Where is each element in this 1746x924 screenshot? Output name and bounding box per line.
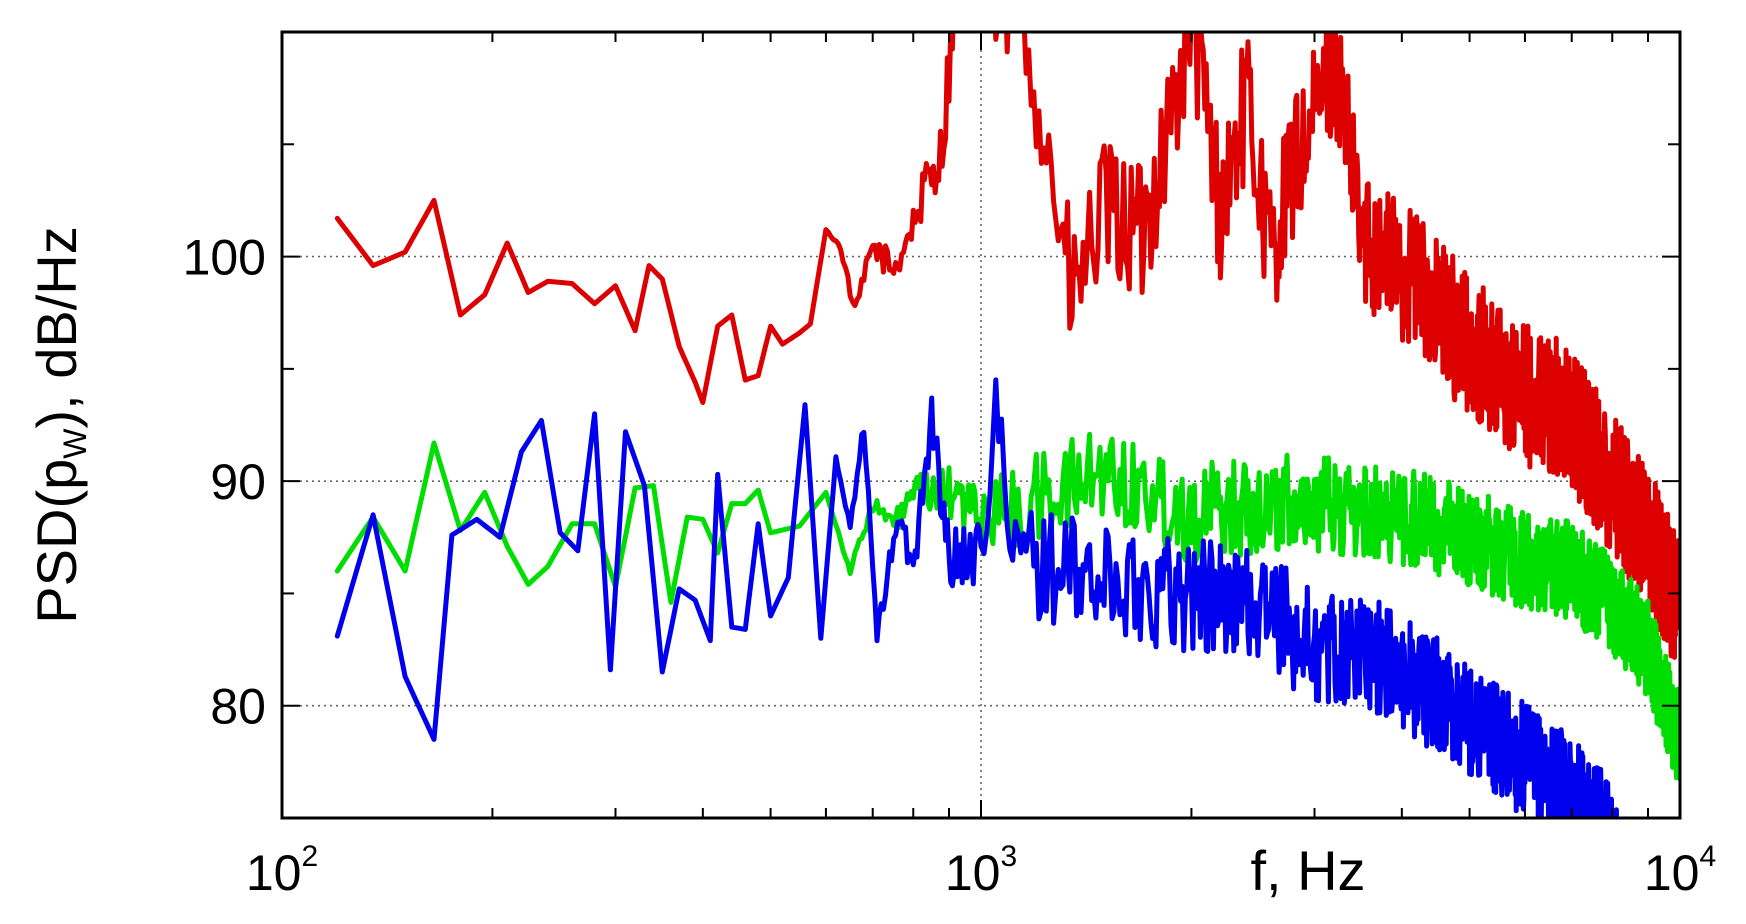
y-axis-label: PSD(pW), dB/Hz [25,226,93,623]
series-line-3 [334,377,1629,818]
data-series [334,32,1680,818]
series-line-1 [334,32,1680,660]
x-axis-label: f, Hz [1250,839,1365,902]
series-line-2 [334,431,1680,782]
y-axis-label-tail: ), dB/Hz [25,226,88,428]
y-tick-label-100: 100 [183,230,266,286]
x-tick-label-100: 102 [246,840,318,901]
axis-ticks [281,31,1681,819]
y-tick-label-90: 90 [210,454,266,510]
x-tick-label-10000: 104 [1644,840,1716,901]
y-axis-label-main: PSD(p [25,459,88,624]
y-axis-label-subscript: W [57,428,93,459]
x-tick-label-1000: 103 [945,840,1017,901]
y-tick-label-80: 80 [210,679,266,735]
tick-labels: 80 90 100 102 103 104 [183,230,1717,901]
